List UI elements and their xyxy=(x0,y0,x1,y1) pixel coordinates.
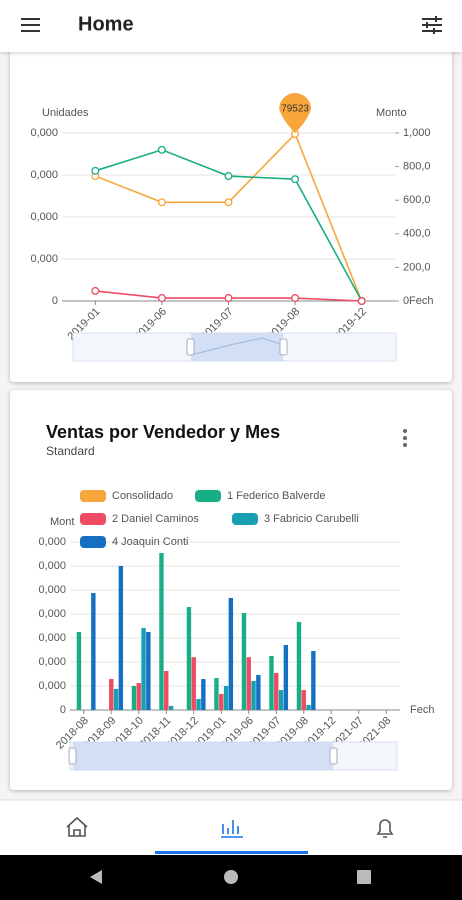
bar xyxy=(214,678,219,710)
legend-label: 3 Fabricio Carubelli xyxy=(264,513,359,525)
bar xyxy=(241,613,247,710)
bar xyxy=(274,673,279,710)
bar xyxy=(256,674,261,710)
y-tick-label: 0,000 xyxy=(30,127,58,139)
y-tick-label: 0,000 xyxy=(30,211,58,223)
bar xyxy=(228,597,234,710)
chart-title: Ventas por Vendedor y Mes xyxy=(46,422,280,442)
home-tab[interactable] xyxy=(66,816,88,837)
bar xyxy=(113,689,119,710)
tab-indicator xyxy=(155,851,308,854)
legend-label: Consolidado xyxy=(112,490,173,502)
y-tick-label: 0,000 xyxy=(38,584,66,596)
bar xyxy=(283,644,289,710)
y-tick-label: 0 xyxy=(60,704,66,716)
y-tick-label: 0,000 xyxy=(38,680,66,692)
bar xyxy=(301,690,306,710)
y2-tick-label: 0 xyxy=(403,295,409,307)
home-button[interactable] xyxy=(224,870,238,884)
bar xyxy=(306,704,311,710)
bar xyxy=(223,686,229,710)
filter-button[interactable] xyxy=(422,16,442,34)
y-tick-label: 0,000 xyxy=(38,608,66,620)
y-tick-label: 0 xyxy=(52,295,58,307)
legend-label: 1 Federico Balverde xyxy=(227,490,325,502)
back-button[interactable] xyxy=(90,870,102,884)
legend-swatch xyxy=(195,490,221,502)
zoom-slider[interactable] xyxy=(72,332,397,362)
bar xyxy=(164,671,169,710)
bar xyxy=(201,679,206,710)
legend-swatch xyxy=(80,513,106,525)
y2-tick-label: 200,0 xyxy=(403,261,431,273)
bar xyxy=(186,607,192,710)
recents-button[interactable] xyxy=(357,870,371,884)
bar xyxy=(168,705,174,710)
bar xyxy=(109,679,114,710)
notifications-tab[interactable] xyxy=(376,819,394,838)
y-tick-label: 0,000 xyxy=(38,656,66,668)
y2-axis-title: Monto xyxy=(376,107,407,119)
app-title: Home xyxy=(78,13,134,35)
app-bar xyxy=(0,0,462,52)
bar xyxy=(311,650,316,710)
y-tick-label: 0,000 xyxy=(30,253,58,265)
legend-swatch xyxy=(80,536,106,548)
y2-tick-label: 1,000 xyxy=(403,127,431,139)
tooltip-label: 79523 xyxy=(281,104,309,115)
bar xyxy=(269,656,274,710)
y-axis-title: Unidades xyxy=(42,107,89,119)
bar xyxy=(219,693,224,710)
y2-tick-label: 800,0 xyxy=(403,161,431,173)
bar xyxy=(136,683,141,710)
chart-subtitle: Standard xyxy=(46,444,95,458)
y-tick-label: 0,000 xyxy=(38,536,66,548)
legend-label: 4 Joaquin Conti xyxy=(112,536,188,548)
legend-swatch xyxy=(232,513,258,525)
tooltip-bubble xyxy=(279,93,312,134)
bar xyxy=(278,690,284,710)
charts-tab[interactable] xyxy=(221,820,243,838)
legend-swatch xyxy=(80,490,106,502)
line-series xyxy=(91,286,366,305)
line-series xyxy=(91,145,366,305)
x-axis-title: Fech xyxy=(410,704,434,716)
bar xyxy=(91,593,96,710)
bar xyxy=(76,632,82,710)
bar xyxy=(296,621,302,710)
more-menu[interactable] xyxy=(403,429,407,447)
bar xyxy=(196,698,201,710)
bar xyxy=(191,657,196,710)
y-tick-label: 0,000 xyxy=(30,169,58,181)
y-axis-title: Mont xyxy=(50,516,74,528)
zoom-slider[interactable] xyxy=(68,741,398,771)
bar xyxy=(141,627,146,710)
y2-tick-label: 400,0 xyxy=(403,228,431,240)
legend-label: 2 Daniel Caminos xyxy=(112,513,199,525)
bottom-nav xyxy=(0,800,462,855)
bar xyxy=(251,680,256,710)
bar xyxy=(118,566,124,710)
y-tick-label: 0,000 xyxy=(38,632,66,644)
bar xyxy=(246,657,251,710)
x-axis-title: Fech xyxy=(409,295,433,307)
bar xyxy=(146,632,151,710)
bar xyxy=(159,553,164,710)
bar xyxy=(131,686,137,710)
menu-button[interactable] xyxy=(21,18,40,32)
y-tick-label: 0,000 xyxy=(38,560,66,572)
y2-tick-label: 600,0 xyxy=(403,194,431,206)
